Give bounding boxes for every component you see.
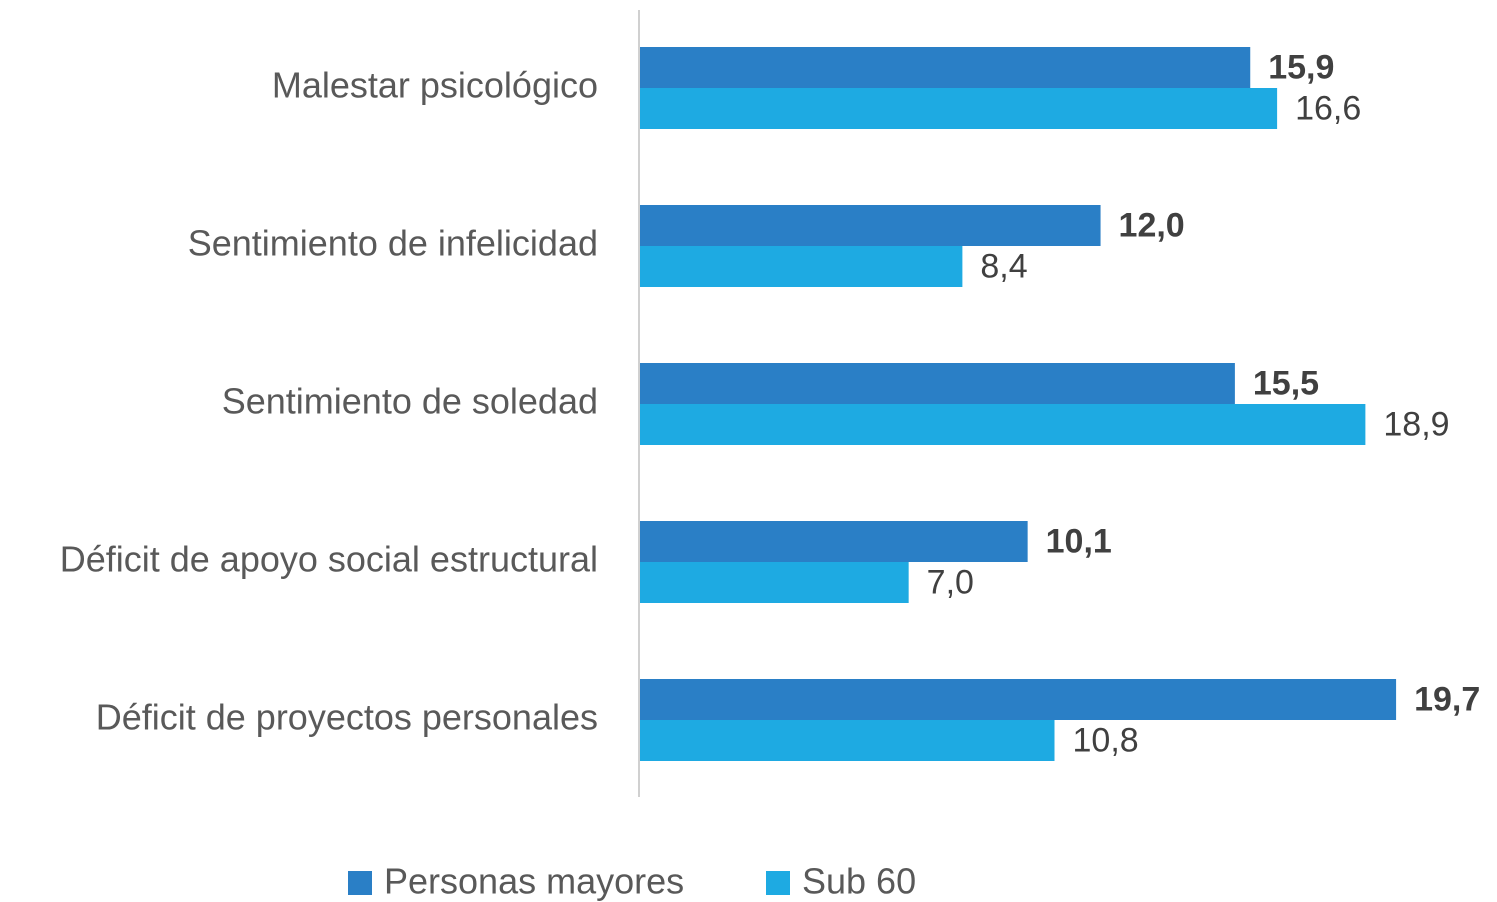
data-label: 10,1 <box>1046 522 1112 560</box>
data-label: 15,9 <box>1268 48 1334 86</box>
bar <box>640 720 1055 761</box>
bar <box>640 404 1366 445</box>
y-tick-label: Sentimiento de soledad <box>222 381 598 422</box>
y-tick-label: Sentimiento de infelicidad <box>188 223 598 264</box>
bar <box>640 363 1235 404</box>
bar <box>640 88 1278 129</box>
legend-label: Sub 60 <box>802 861 916 902</box>
y-tick-label: Déficit de apoyo social estructural <box>60 539 598 580</box>
data-label: 12,0 <box>1119 206 1185 244</box>
legend-swatch <box>348 871 372 895</box>
y-tick-label: Malestar psicológico <box>272 65 598 106</box>
bar <box>640 47 1251 88</box>
data-label: 7,0 <box>927 563 974 601</box>
bar <box>640 246 963 287</box>
legend-label: Personas mayores <box>384 861 684 902</box>
data-label: 16,6 <box>1295 89 1361 127</box>
bar <box>640 521 1028 562</box>
data-label: 19,7 <box>1414 680 1480 718</box>
bar <box>640 562 909 603</box>
bar <box>640 205 1101 246</box>
y-tick-label: Déficit de proyectos personales <box>96 697 598 738</box>
data-label: 8,4 <box>980 247 1027 285</box>
data-label: 15,5 <box>1253 364 1319 402</box>
data-label: 18,9 <box>1383 405 1449 443</box>
legend-swatch <box>766 871 790 895</box>
bar <box>640 679 1397 720</box>
data-label: 10,8 <box>1073 721 1139 759</box>
